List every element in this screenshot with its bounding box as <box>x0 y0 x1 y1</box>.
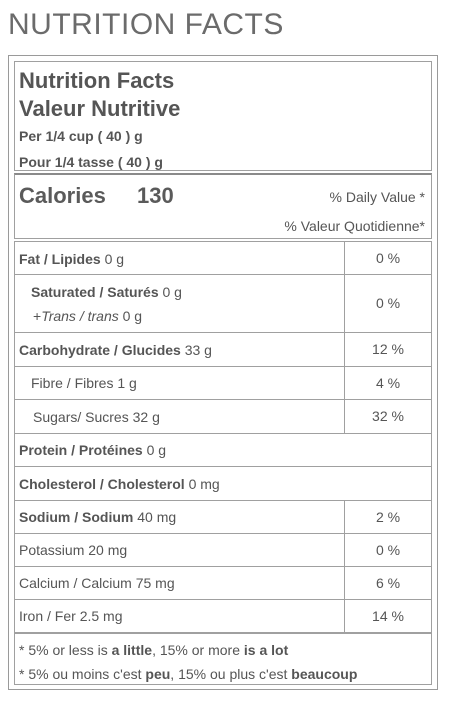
fibre-amount: 1 g <box>117 375 137 391</box>
sugars-amount: 32 g <box>132 409 160 425</box>
nutrient-row-calcium: Calcium / Calcium 75 mg 6 % <box>14 567 432 600</box>
calories-label: Calories <box>19 183 106 208</box>
nutrient-row-cholesterol: Cholesterol / Cholesterol 0 mg <box>14 467 432 501</box>
protein-label: Protein / Protéines <box>19 442 143 458</box>
nutrient-row-potassium: Potassium 20 mg 0 % <box>14 534 432 567</box>
serving-size-english: Per 1/4 cup ( 40 ) g <box>19 128 143 144</box>
fibre-label: Fibre / Fibres <box>31 375 114 391</box>
sodium-amount: 40 mg <box>137 509 177 525</box>
carbohydrate-label: Carbohydrate / Glucides <box>19 342 181 358</box>
daily-value-header-english: % Daily Value * <box>329 189 425 205</box>
footnote-fr-text-1: * 5% ou moins c'est <box>19 666 146 682</box>
footnote-en-text-1: * 5% or less is <box>19 642 112 658</box>
carbohydrate-amount: 33 g <box>184 342 212 358</box>
cholesterol-label: Cholesterol / Cholesterol <box>19 476 185 492</box>
trans-amount: 0 g <box>122 308 143 324</box>
sugars-percent: 32 % <box>344 400 431 433</box>
carbohydrate-percent: 12 % <box>344 333 431 366</box>
saturated-percent: 0 % <box>344 275 431 332</box>
saturated-amount: 0 g <box>162 284 182 300</box>
potassium-amount: 20 mg <box>88 542 128 558</box>
footnote-fr-text-2: , 15% ou plus c'est <box>170 666 292 682</box>
footnote-en-text-2: , 15% or more <box>152 642 244 658</box>
nutrient-row-protein: Protein / Protéines 0 g <box>14 434 432 467</box>
footnote-english: * 5% or less is a little, 15% or more is… <box>19 642 288 658</box>
serving-size-french: Pour 1/4 tasse ( 40 ) g <box>19 154 163 170</box>
calcium-percent: 6 % <box>344 567 431 599</box>
calories-value: 130 <box>137 183 174 208</box>
footnote-en-bold-2: is a lot <box>243 642 289 658</box>
protein-amount: 0 g <box>146 442 167 458</box>
sugars-label: Sugars/ Sucres <box>33 409 129 425</box>
cholesterol-amount: 0 mg <box>188 476 220 492</box>
potassium-percent: 0 % <box>344 534 431 566</box>
nutrient-row-carbohydrate: Carbohydrate / Glucides 33 g 12 % <box>14 333 432 367</box>
nutrient-row-sugars: Sugars/ Sucres 32 g 32 % <box>14 400 432 434</box>
calories-section: Calories 130 % Daily Value * % Valeur Qu… <box>14 173 432 239</box>
potassium-label: Potassium <box>19 542 85 558</box>
title-french: Valeur Nutritive <box>19 96 181 121</box>
trans-label: Trans / trans <box>41 308 119 324</box>
footnote-en-bold-1: a little <box>111 642 153 658</box>
iron-label: Iron / Fer <box>19 608 76 624</box>
nutrient-row-fibre: Fibre / Fibres 1 g 4 % <box>14 367 432 400</box>
page-title: NUTRITION FACTS <box>8 8 284 41</box>
nutrient-row-saturated-trans: Saturated / Saturés 0 g +Trans / trans 0… <box>14 275 432 333</box>
fat-amount: 0 g <box>104 251 125 267</box>
title-english: Nutrition Facts <box>19 68 175 93</box>
iron-amount: 2.5 mg <box>79 608 123 624</box>
fibre-percent: 4 % <box>344 367 431 399</box>
trans-prefix: + <box>33 308 42 324</box>
nutrient-row-fat: Fat / Lipides 0 g 0 % <box>14 241 432 275</box>
footnote-french: * 5% ou moins c'est peu, 15% ou plus c'e… <box>19 666 357 682</box>
sodium-percent: 2 % <box>344 501 431 533</box>
footnote-fr-bold-2: beaucoup <box>291 666 358 682</box>
calcium-amount: 75 mg <box>135 575 175 591</box>
footnote-fr-bold-1: peu <box>145 666 171 682</box>
sodium-label: Sodium / Sodium <box>19 509 134 525</box>
saturated-label: Saturated / Saturés <box>31 284 159 300</box>
nutrition-facts-panel: Nutrition Facts Valeur Nutritive Per 1/4… <box>8 55 438 690</box>
footnote-section: * 5% or less is a little, 15% or more is… <box>14 633 432 685</box>
nutrient-row-iron: Iron / Fer 2.5 mg 14 % <box>14 600 432 633</box>
nutrient-row-sodium: Sodium / Sodium 40 mg 2 % <box>14 501 432 534</box>
daily-value-header-french: % Valeur Quotidienne* <box>284 218 425 234</box>
fat-label: Fat / Lipides <box>19 251 101 267</box>
iron-percent: 14 % <box>344 600 431 632</box>
calcium-label: Calcium / Calcium <box>19 575 132 591</box>
label-header: Nutrition Facts Valeur Nutritive Per 1/4… <box>14 61 432 171</box>
fat-percent: 0 % <box>344 242 431 274</box>
